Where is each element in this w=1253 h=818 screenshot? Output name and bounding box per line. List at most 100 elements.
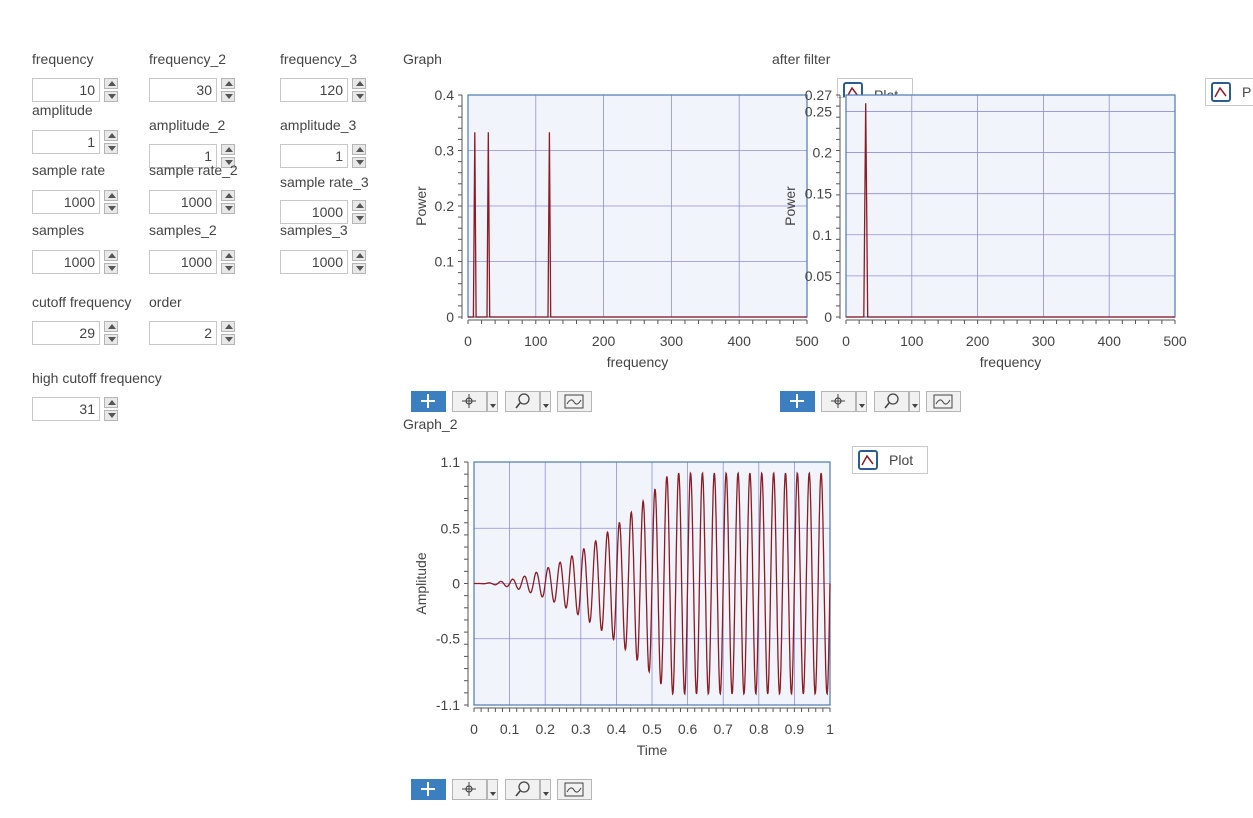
frequency-2-stepper[interactable]: [221, 78, 235, 102]
increment-icon[interactable]: [352, 250, 366, 261]
y-tick-label: 0.1: [813, 227, 833, 243]
amplitude-input[interactable]: 1: [32, 130, 100, 154]
decrement-icon[interactable]: [104, 91, 118, 102]
sample-rate-2-input[interactable]: 1000: [149, 190, 217, 214]
decrement-icon[interactable]: [221, 334, 235, 345]
frequency-3-label: frequency_3: [280, 51, 358, 67]
x-tick-label: 0.1: [500, 721, 520, 737]
decrement-icon[interactable]: [104, 334, 118, 345]
zoom-tool-button[interactable]: [505, 391, 540, 412]
autoscale-icon: [933, 394, 953, 409]
graph-2-legend[interactable]: Plot: [852, 446, 928, 474]
sample-rate-stepper[interactable]: [104, 190, 118, 214]
zoom-tool-dropdown[interactable]: [540, 779, 551, 800]
x-tick-label: 0.2: [535, 721, 555, 737]
decrement-icon[interactable]: [221, 91, 235, 102]
graph-2-title: Graph_2: [403, 416, 458, 432]
samples-3-input[interactable]: 1000: [280, 250, 348, 274]
pan-tool-dropdown[interactable]: [856, 391, 867, 412]
y-tick-label: 0.15: [805, 186, 832, 202]
high-cutoff-frequency-stepper[interactable]: [104, 397, 118, 421]
increment-icon[interactable]: [104, 321, 118, 332]
increment-icon[interactable]: [221, 78, 235, 89]
cutoff-frequency-label: cutoff frequency: [32, 294, 132, 310]
amplitude-2-stepper[interactable]: [221, 144, 235, 168]
series-line: [846, 103, 1175, 318]
decrement-icon[interactable]: [104, 410, 118, 421]
decrement-icon[interactable]: [104, 143, 118, 154]
plot-line-glyph: [846, 86, 859, 97]
decrement-icon[interactable]: [352, 157, 366, 168]
increment-icon[interactable]: [104, 250, 118, 261]
increment-icon[interactable]: [352, 144, 366, 155]
samples-2-stepper[interactable]: [221, 250, 235, 274]
plot-area: [846, 95, 1175, 317]
increment-icon[interactable]: [352, 200, 366, 211]
high-cutoff-frequency-input[interactable]: 31: [32, 397, 100, 421]
decrement-icon[interactable]: [352, 213, 366, 224]
increment-icon[interactable]: [221, 190, 235, 201]
cutoff-frequency-input[interactable]: 29: [32, 321, 100, 345]
increment-icon[interactable]: [221, 144, 235, 155]
decrement-icon[interactable]: [221, 203, 235, 214]
frequency-3-input[interactable]: 120: [280, 78, 348, 102]
y-axis-label: Amplitude: [413, 552, 429, 614]
pan-tool-dropdown[interactable]: [487, 391, 498, 412]
zoom-handle-icon: [515, 402, 521, 409]
zoom-tool-button[interactable]: [505, 779, 540, 800]
order-input[interactable]: 2: [149, 321, 217, 345]
frequency-input[interactable]: 10: [32, 78, 100, 102]
plot-line-glyph: [861, 454, 874, 466]
plot-line-glyph: [1214, 86, 1227, 98]
samples-stepper[interactable]: [104, 250, 118, 274]
amplitude-stepper[interactable]: [104, 130, 118, 154]
increment-icon[interactable]: [221, 321, 235, 332]
sample-rate-2-stepper[interactable]: [221, 190, 235, 214]
y-axis-label: Power: [782, 186, 798, 226]
increment-icon[interactable]: [104, 78, 118, 89]
amplitude-2-input[interactable]: 1: [149, 144, 217, 168]
decrement-icon[interactable]: [352, 91, 366, 102]
sample-rate-3-stepper[interactable]: [352, 200, 366, 224]
samples-2-input[interactable]: 1000: [149, 250, 217, 274]
decrement-icon[interactable]: [104, 263, 118, 274]
plot-legend-icon: [1211, 82, 1231, 102]
frequency-3-stepper[interactable]: [352, 78, 366, 102]
zoom-icon: [518, 393, 530, 405]
amplitude-3-input[interactable]: 1: [280, 144, 348, 168]
zoom-tool-dropdown[interactable]: [540, 391, 551, 412]
increment-icon[interactable]: [104, 397, 118, 408]
sample-rate-input[interactable]: 1000: [32, 190, 100, 214]
sample-rate-3-input[interactable]: 1000: [280, 200, 348, 224]
decrement-icon[interactable]: [221, 263, 235, 274]
y-tick-label: 0: [824, 309, 832, 325]
x-axis-label: frequency: [980, 354, 1041, 370]
samples-3-stepper[interactable]: [352, 250, 366, 274]
legend-label: P: [1242, 84, 1252, 100]
zoom-tool-button[interactable]: [874, 391, 909, 412]
autoscale-wave-icon: [566, 787, 582, 793]
samples-input[interactable]: 1000: [32, 250, 100, 274]
frequency-2-input[interactable]: 30: [149, 78, 217, 102]
decrement-icon[interactable]: [104, 203, 118, 214]
decrement-icon[interactable]: [352, 263, 366, 274]
order-stepper[interactable]: [221, 321, 235, 345]
decrement-icon[interactable]: [221, 157, 235, 168]
after-filter-legend[interactable]: Plot: [837, 78, 913, 98]
y-tick-label: 1.1: [441, 454, 461, 470]
x-tick-label: 0.9: [785, 721, 805, 737]
increment-icon[interactable]: [352, 78, 366, 89]
zoom-tool-dropdown[interactable]: [909, 391, 920, 412]
frequency-stepper[interactable]: [104, 78, 118, 102]
after-filter-legend-right[interactable]: P: [1205, 78, 1253, 106]
zoom-icon: [518, 781, 530, 793]
x-tick-label: 1: [826, 721, 834, 737]
cutoff-frequency-stepper[interactable]: [104, 321, 118, 345]
pan-tool-dropdown[interactable]: [487, 779, 498, 800]
plot-legend-icon: [843, 82, 863, 97]
increment-icon[interactable]: [221, 250, 235, 261]
increment-icon[interactable]: [104, 190, 118, 201]
increment-icon[interactable]: [104, 130, 118, 141]
amplitude-3-stepper[interactable]: [352, 144, 366, 168]
